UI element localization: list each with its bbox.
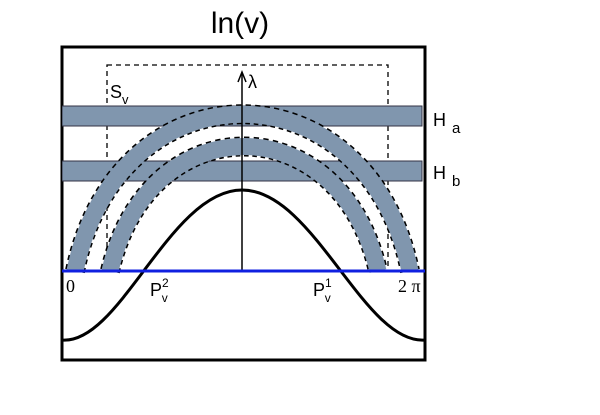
label-sub: v [122,92,129,107]
label-main: S [110,82,122,102]
label-main: P [313,280,325,300]
point-label: P2 v [150,276,169,305]
axis-label: λ [248,72,257,92]
x-label: 0 [66,276,75,296]
label-main: P [150,280,162,300]
label-sub: v [162,291,168,305]
point-label: P1 v [313,276,332,305]
label-sub: v [325,291,331,305]
arch [101,138,387,273]
x-label: 2 π [398,276,421,296]
label-sup: 2 [162,276,169,290]
label-sub: a [452,120,461,137]
title: ln(v) [211,7,269,40]
label-sup: 1 [325,276,332,290]
label-main: H [433,163,446,183]
axis-arrow [237,69,247,83]
label-main: H [433,110,446,130]
frame [60,45,427,362]
region-label: Sv [110,82,129,107]
label-sub: b [452,173,460,190]
